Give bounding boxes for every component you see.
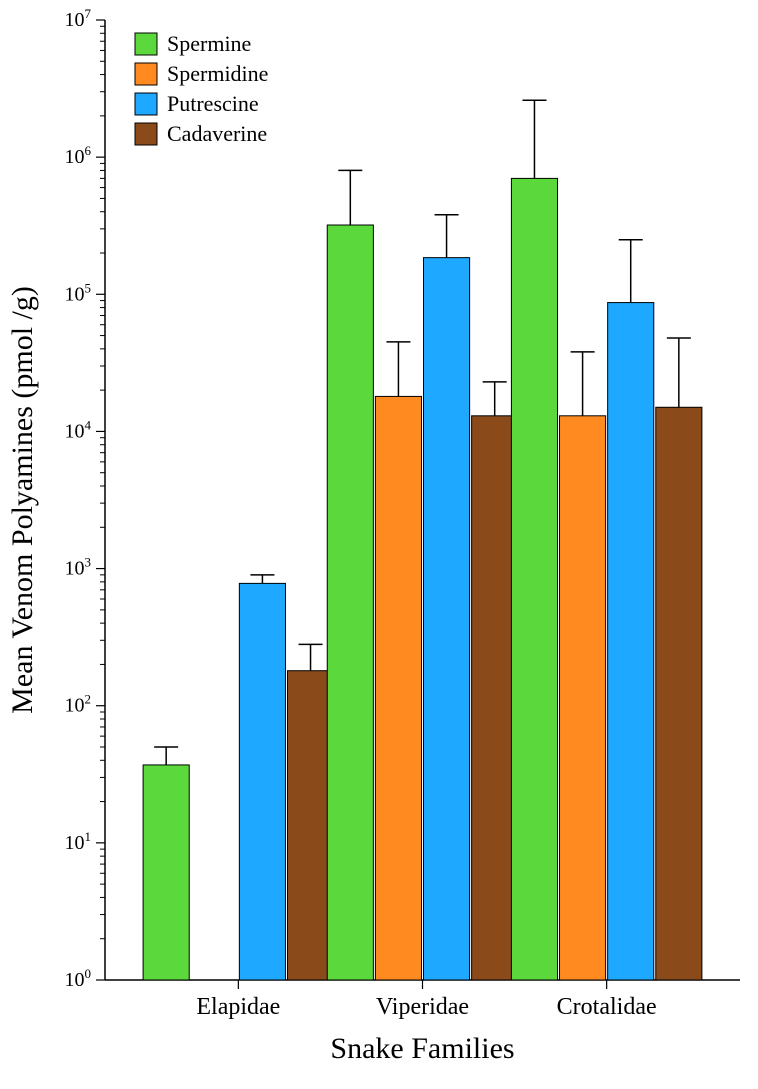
y-tick-label: 107 bbox=[65, 6, 92, 31]
x-tick-label: Elapidae bbox=[196, 994, 280, 1020]
bar-chart: 100 101 102 103 104 105 106 107 Mean Venom Polya… bbox=[0, 0, 758, 1089]
bar-cadaverine bbox=[472, 416, 518, 980]
bar-cadaverine bbox=[656, 407, 702, 980]
bar-putrescine bbox=[424, 258, 470, 980]
y-axis-title: Mean Venom Polyamines (pmol /g) bbox=[6, 286, 39, 714]
bar-spermidine bbox=[560, 416, 606, 980]
y-tick-label: 102 bbox=[65, 692, 92, 717]
legend-swatch bbox=[135, 123, 157, 145]
chart-container: 100 101 102 103 104 105 106 107 Mean Venom Polya… bbox=[0, 0, 758, 1089]
bar-cadaverine bbox=[287, 671, 333, 980]
legend-swatch bbox=[135, 33, 157, 55]
x-tick-label: Crotalidae bbox=[557, 994, 657, 1020]
legend-label: Cadaverine bbox=[167, 121, 267, 146]
legend-label: Putrescine bbox=[167, 91, 259, 116]
legend-swatch bbox=[135, 93, 157, 115]
bar-spermine bbox=[511, 178, 557, 980]
x-tick-label: Viperidae bbox=[376, 994, 469, 1020]
bar-spermine bbox=[143, 765, 189, 980]
y-tick-label: 103 bbox=[65, 555, 92, 580]
bar-putrescine bbox=[239, 583, 285, 980]
y-tick-label: 101 bbox=[65, 829, 92, 854]
bar-putrescine bbox=[608, 303, 654, 980]
y-tick-label: 105 bbox=[65, 280, 92, 305]
bar-spermine bbox=[327, 225, 373, 980]
y-tick-label: 104 bbox=[65, 417, 92, 442]
legend-label: Spermidine bbox=[167, 61, 268, 86]
bar-spermidine bbox=[375, 396, 421, 980]
y-tick-label: 100 bbox=[65, 966, 92, 991]
legend-swatch bbox=[135, 63, 157, 85]
y-tick-label: 106 bbox=[65, 143, 92, 168]
legend-label: Spermine bbox=[167, 31, 251, 56]
x-axis-title: Snake Families bbox=[330, 1032, 514, 1065]
